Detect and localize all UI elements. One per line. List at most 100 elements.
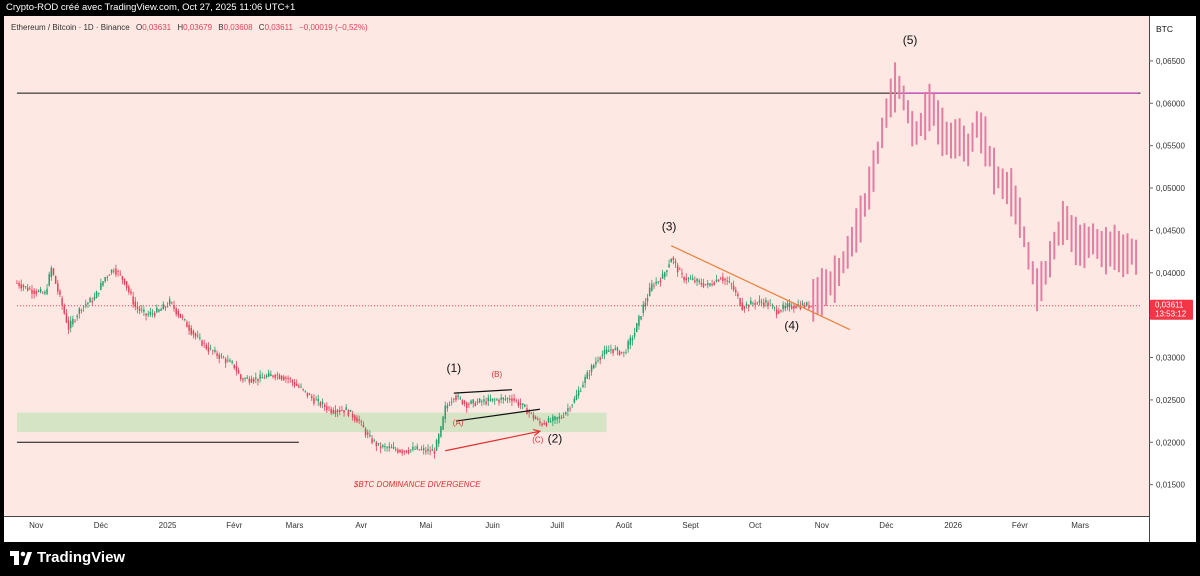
candle-body (22, 285, 25, 288)
candle-body (784, 305, 787, 309)
candle-body (412, 446, 414, 450)
x-tick-label: Févr (1012, 521, 1028, 530)
x-tick-label: Mai (419, 521, 432, 530)
candle-body (283, 376, 285, 381)
candle-body (194, 333, 197, 337)
projection-bar (872, 150, 875, 192)
candle-body (289, 378, 292, 380)
x-tick-label: Mars (286, 521, 304, 530)
candle-body (196, 335, 199, 337)
brand-name: TradingView (37, 549, 126, 566)
candle-body (431, 449, 434, 451)
candle-body (20, 284, 22, 289)
candle-body (377, 443, 380, 445)
projection-bar (881, 117, 884, 149)
candle-body (308, 394, 311, 396)
candle-body (330, 408, 332, 414)
tradingview-logo[interactable]: TradingView (10, 549, 125, 566)
candle-body (717, 279, 720, 282)
candle-body (239, 374, 242, 379)
candle-body (332, 410, 335, 414)
candle-body (171, 302, 173, 304)
candle-body (136, 306, 139, 309)
candle-body (173, 305, 175, 309)
candle-body (700, 282, 703, 285)
projection-bar (1126, 233, 1129, 275)
projection-bar (889, 78, 892, 118)
candle-body (597, 360, 599, 362)
candle-body (341, 410, 343, 411)
candle-body (691, 278, 694, 280)
candle-body (186, 322, 188, 328)
candle-body (29, 288, 31, 290)
candle-body (205, 344, 208, 349)
candle-body (448, 405, 451, 406)
candle-body (231, 361, 233, 364)
candle-body (515, 399, 517, 401)
candle-body (440, 426, 442, 437)
candle-body (661, 273, 664, 279)
x-tick-label: Mars (1071, 521, 1089, 530)
candle-body (26, 287, 29, 291)
candle-body (156, 307, 158, 313)
candle-body (78, 308, 81, 314)
candle-body (16, 282, 18, 284)
candle-body (584, 376, 586, 383)
candle-body (338, 410, 341, 413)
candle-body (407, 450, 410, 453)
candle-body (696, 278, 698, 282)
candle-body (532, 414, 535, 419)
candle-body (418, 449, 421, 451)
candle-body (704, 284, 707, 285)
candle-body (640, 316, 642, 320)
candle-body (61, 298, 63, 306)
y-tick-label: 0,06000 (1156, 99, 1185, 108)
candle-body (653, 285, 655, 287)
projection-bar (984, 116, 987, 167)
projection-bar (1066, 206, 1069, 240)
projection-bar (863, 193, 866, 217)
candle-body (151, 313, 154, 315)
projection-bar (993, 147, 996, 195)
candle-body (644, 302, 647, 307)
symbol-label: Ethereum / Bitcoin · 1D · Binance (11, 23, 130, 32)
candle-body (54, 275, 57, 284)
candle-body (513, 398, 515, 401)
candle-body (732, 285, 735, 290)
candle-body (399, 449, 401, 453)
projection-bar (1104, 227, 1107, 275)
candle-body (681, 273, 683, 275)
wave-annotation: (4) (784, 319, 799, 333)
candle-body (519, 403, 522, 406)
candle-body (739, 298, 741, 306)
candle-body (614, 348, 616, 350)
price-chart[interactable]: 0,06500 0,06000 0,05500 0,05000 0,04500 0,040… (4, 16, 1196, 542)
candle-body (287, 378, 289, 380)
x-tick-label: Août (616, 521, 633, 530)
candle-body (663, 272, 666, 278)
candle-body (539, 421, 541, 424)
x-tick-label: Nov (29, 521, 43, 530)
projection-bar (924, 91, 927, 141)
candle-body (311, 396, 313, 399)
candle-body (670, 259, 672, 263)
candle-body (37, 290, 40, 292)
x-tick-label: Déc (879, 521, 893, 530)
projection-bar (842, 251, 845, 274)
candle-body (595, 361, 597, 365)
candle-body (214, 349, 216, 352)
candle-body (719, 278, 722, 280)
chart-title: Crypto-ROD créé avec TradingView.com, Oc… (6, 2, 296, 13)
candle-body (212, 350, 214, 352)
flag-lower-line (455, 408, 540, 422)
candle-body (347, 410, 350, 416)
candle-body (554, 416, 556, 421)
downtrend-line (670, 245, 851, 331)
candle-body (270, 374, 272, 377)
candle-body (502, 397, 505, 400)
candle-body (754, 303, 756, 305)
candle-body (123, 278, 126, 285)
candle-body (679, 269, 681, 271)
candle-body (737, 293, 739, 297)
candle-body (575, 394, 578, 400)
